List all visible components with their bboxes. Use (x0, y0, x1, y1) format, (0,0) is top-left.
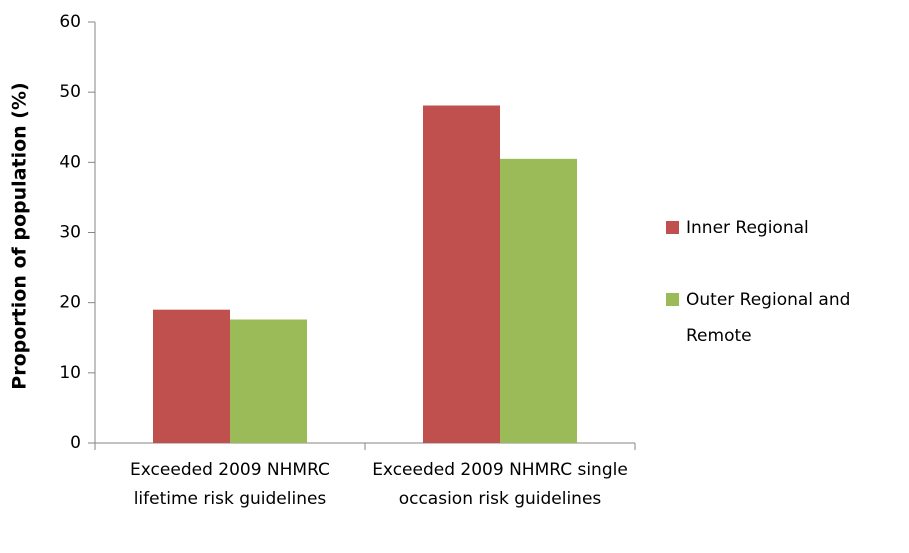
legend-swatch (666, 293, 679, 306)
legend-label: Inner Regional (686, 218, 809, 238)
bar (230, 319, 307, 443)
legend-swatch (666, 221, 679, 234)
y-tick-label: 50 (59, 82, 81, 102)
y-tick-label: 20 (59, 293, 81, 313)
bar (153, 309, 230, 443)
y-axis-label: Proportion of population (%) (9, 82, 31, 389)
y-tick-label: 40 (59, 152, 81, 172)
x-tick-label: Exceeded 2009 NHMRC single occasion risk… (372, 460, 628, 509)
y-tick-label: 0 (70, 433, 81, 453)
bar (423, 105, 500, 443)
y-tick-label: 10 (59, 363, 81, 383)
x-tick-label: Exceeded 2009 NHMRC lifetime risk guidel… (130, 460, 330, 509)
bar (500, 158, 577, 443)
y-tick-label: 60 (59, 12, 81, 32)
legend-label: Outer Regional and Remote (686, 290, 851, 346)
y-tick-label: 30 (59, 223, 81, 243)
